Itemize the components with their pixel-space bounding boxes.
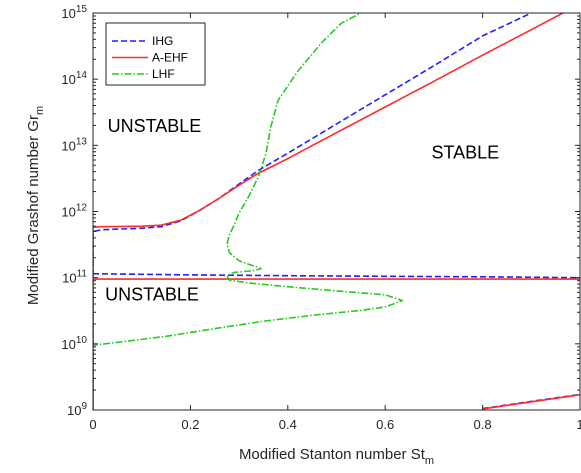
x-tick-label: 0.8 <box>474 417 492 432</box>
x-axis-title-main: Modified Stanton number St <box>239 446 426 463</box>
series-lhf-line-1 <box>93 13 403 410</box>
x-tick-label: 0.6 <box>376 417 394 432</box>
y-axis-title-subscript: m <box>34 106 46 115</box>
y-axis-title: Modified Grashof number Grm <box>25 106 46 305</box>
series-a-ehf-line-3 <box>482 394 580 410</box>
legend-label-lhf: LHF <box>152 67 175 81</box>
series-a-ehf-line-1 <box>93 13 565 410</box>
x-axis-title-subscript: m <box>425 455 434 467</box>
region-annotations: UNSTABLE STABLE UNSTABLE <box>105 116 499 305</box>
legend: IHG A-EHF LHF <box>105 22 206 86</box>
region-label: STABLE <box>431 143 499 163</box>
x-tick-label: 0 <box>89 417 96 432</box>
y-tick-label: 1013 <box>61 136 87 153</box>
y-axis-title-main: Modified Grashof number Gr <box>25 115 42 305</box>
series-ihg-line-2 <box>93 272 580 279</box>
x-tick-label: 1 <box>576 417 581 432</box>
series-a-ehf <box>93 13 580 410</box>
x-axis-title: Modified Stanton number Stm <box>239 446 434 467</box>
plot-area <box>93 13 580 410</box>
legend-label-a-ehf: A-EHF <box>152 51 188 65</box>
y-tick-label: 1011 <box>62 269 87 286</box>
legend-label-ihg: IHG <box>152 34 173 48</box>
region-label: UNSTABLE <box>105 285 199 305</box>
y-axis: 109 1010 1011 1012 1013 1014 1015 <box>61 4 580 418</box>
y-tick-label: 1015 <box>61 4 87 21</box>
y-tick-label: 1014 <box>61 70 87 87</box>
region-label: UNSTABLE <box>108 116 202 136</box>
x-tick-label: 0.4 <box>279 417 297 432</box>
series-lhf <box>93 13 403 410</box>
x-axis: 0 0.2 0.4 0.6 0.8 1 <box>89 13 581 432</box>
y-tick-label: 109 <box>67 401 87 418</box>
x-tick-label: 0.2 <box>181 417 199 432</box>
y-tick-label: 1010 <box>61 335 87 352</box>
y-tick-label: 1012 <box>61 203 87 220</box>
